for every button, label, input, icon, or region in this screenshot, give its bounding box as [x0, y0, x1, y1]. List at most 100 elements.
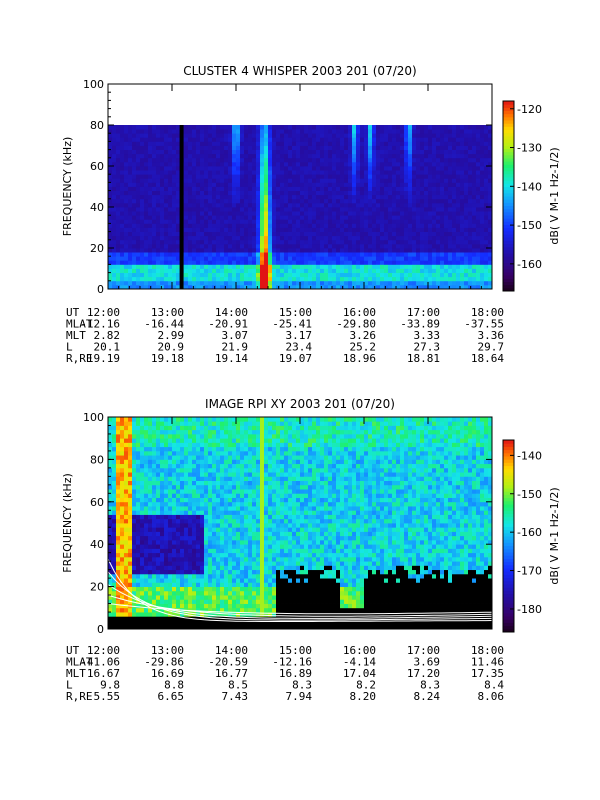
heatmap-cell	[276, 248, 281, 253]
heatmap-cell	[200, 248, 205, 253]
heatmap-cell	[340, 248, 345, 253]
heatmap-cell	[168, 459, 173, 465]
heatmap-cell	[124, 518, 129, 524]
heatmap-cell	[228, 219, 233, 224]
heatmap-cell	[312, 133, 317, 138]
heatmap-cell	[340, 129, 345, 134]
colorbar-swatch	[503, 104, 514, 108]
heatmap-cell	[284, 276, 289, 282]
heatmap-cell	[364, 170, 369, 175]
heatmap-cell	[172, 256, 177, 261]
heatmap-cell	[152, 599, 157, 604]
heatmap-cell	[144, 484, 149, 490]
heatmap-cell	[184, 284, 189, 290]
heatmap-cell	[164, 489, 169, 494]
heatmap-cell	[152, 425, 157, 431]
heatmap-cell	[348, 145, 353, 150]
heatmap-cell	[484, 219, 489, 224]
heatmap-cell	[248, 170, 253, 175]
heatmap-cell	[284, 129, 289, 134]
heatmap-cell	[140, 227, 145, 232]
heatmap-cell	[320, 239, 325, 245]
heatmap-cell	[272, 272, 277, 278]
heatmap-cell	[408, 125, 413, 130]
colorbar-swatch	[503, 177, 514, 181]
heatmap-cell	[156, 518, 161, 524]
heatmap-cell	[380, 125, 385, 130]
heatmap-cell	[364, 219, 369, 224]
heatmap-cell	[168, 129, 173, 134]
heatmap-cell	[136, 514, 141, 520]
heatmap-cell	[132, 569, 137, 575]
heatmap-cell	[136, 578, 141, 583]
heatmap-cell	[148, 472, 153, 477]
heatmap-cell	[424, 211, 429, 216]
heatmap-cell	[264, 198, 269, 204]
heatmap-cell	[360, 219, 365, 224]
heatmap-cell	[108, 252, 113, 257]
heatmap-cell	[464, 133, 469, 138]
heatmap-cell	[396, 198, 401, 204]
heatmap-cell	[288, 186, 293, 191]
heatmap-cell	[400, 190, 405, 196]
heatmap-cell	[324, 276, 329, 282]
heatmap-cell	[128, 425, 133, 431]
heatmap-cell	[344, 243, 349, 249]
heatmap-cell	[208, 252, 213, 257]
heatmap-cell	[320, 252, 325, 257]
heatmap-cell	[152, 510, 157, 515]
heatmap-cell	[216, 149, 221, 155]
x-tick-label: 15:00	[279, 306, 312, 319]
heatmap-cell	[120, 219, 125, 224]
heatmap-cell	[312, 125, 317, 130]
heatmap-cell	[312, 153, 317, 159]
heatmap-cell	[432, 264, 437, 269]
heatmap-cell	[472, 161, 477, 167]
heatmap-cell	[112, 194, 117, 200]
heatmap-cell	[156, 157, 161, 163]
heatmap-cell	[116, 497, 121, 503]
heatmap-cell	[128, 190, 133, 196]
heatmap-cell	[136, 174, 141, 179]
heatmap-cell	[464, 141, 469, 146]
heatmap-cell	[364, 178, 369, 183]
heatmap-cell	[444, 231, 449, 237]
heatmap-cell	[136, 161, 141, 167]
heatmap-cell	[408, 280, 413, 286]
heatmap-cell	[392, 182, 397, 187]
heatmap-cell	[372, 223, 377, 228]
heatmap-cell	[344, 178, 349, 183]
heatmap-cell	[420, 194, 425, 200]
heatmap-cell	[328, 190, 333, 196]
heatmap-cell	[272, 239, 277, 245]
heatmap-cell	[336, 153, 341, 159]
heatmap-cell	[316, 260, 321, 265]
heatmap-cell	[360, 194, 365, 200]
heatmap-cell	[208, 280, 213, 286]
heatmap-cell	[320, 190, 325, 196]
heatmap-cell	[112, 480, 117, 486]
heatmap-cell	[176, 603, 181, 609]
heatmap-cell	[480, 125, 485, 130]
heatmap-cell	[296, 166, 301, 171]
heatmap-cell	[124, 166, 129, 171]
heatmap-cell	[304, 260, 309, 265]
heatmap-cell	[228, 133, 233, 138]
heatmap-cell	[160, 198, 165, 204]
heatmap-cell	[120, 198, 125, 204]
heatmap-cell	[236, 239, 241, 245]
heatmap-cell	[120, 595, 125, 600]
heatmap-cell	[428, 194, 433, 200]
heatmap-cell	[312, 243, 317, 249]
heatmap-cell	[440, 211, 445, 216]
heatmap-cell	[424, 178, 429, 183]
heatmap-cell	[144, 198, 149, 204]
heatmap-cell	[168, 501, 173, 507]
heatmap-cell	[428, 235, 433, 241]
colorbar-swatch	[503, 249, 514, 254]
heatmap-cell	[304, 137, 309, 142]
heatmap-cell	[176, 248, 181, 253]
heatmap-cell	[348, 137, 353, 142]
heatmap-cell	[116, 433, 121, 439]
heatmap-cell	[328, 137, 333, 142]
